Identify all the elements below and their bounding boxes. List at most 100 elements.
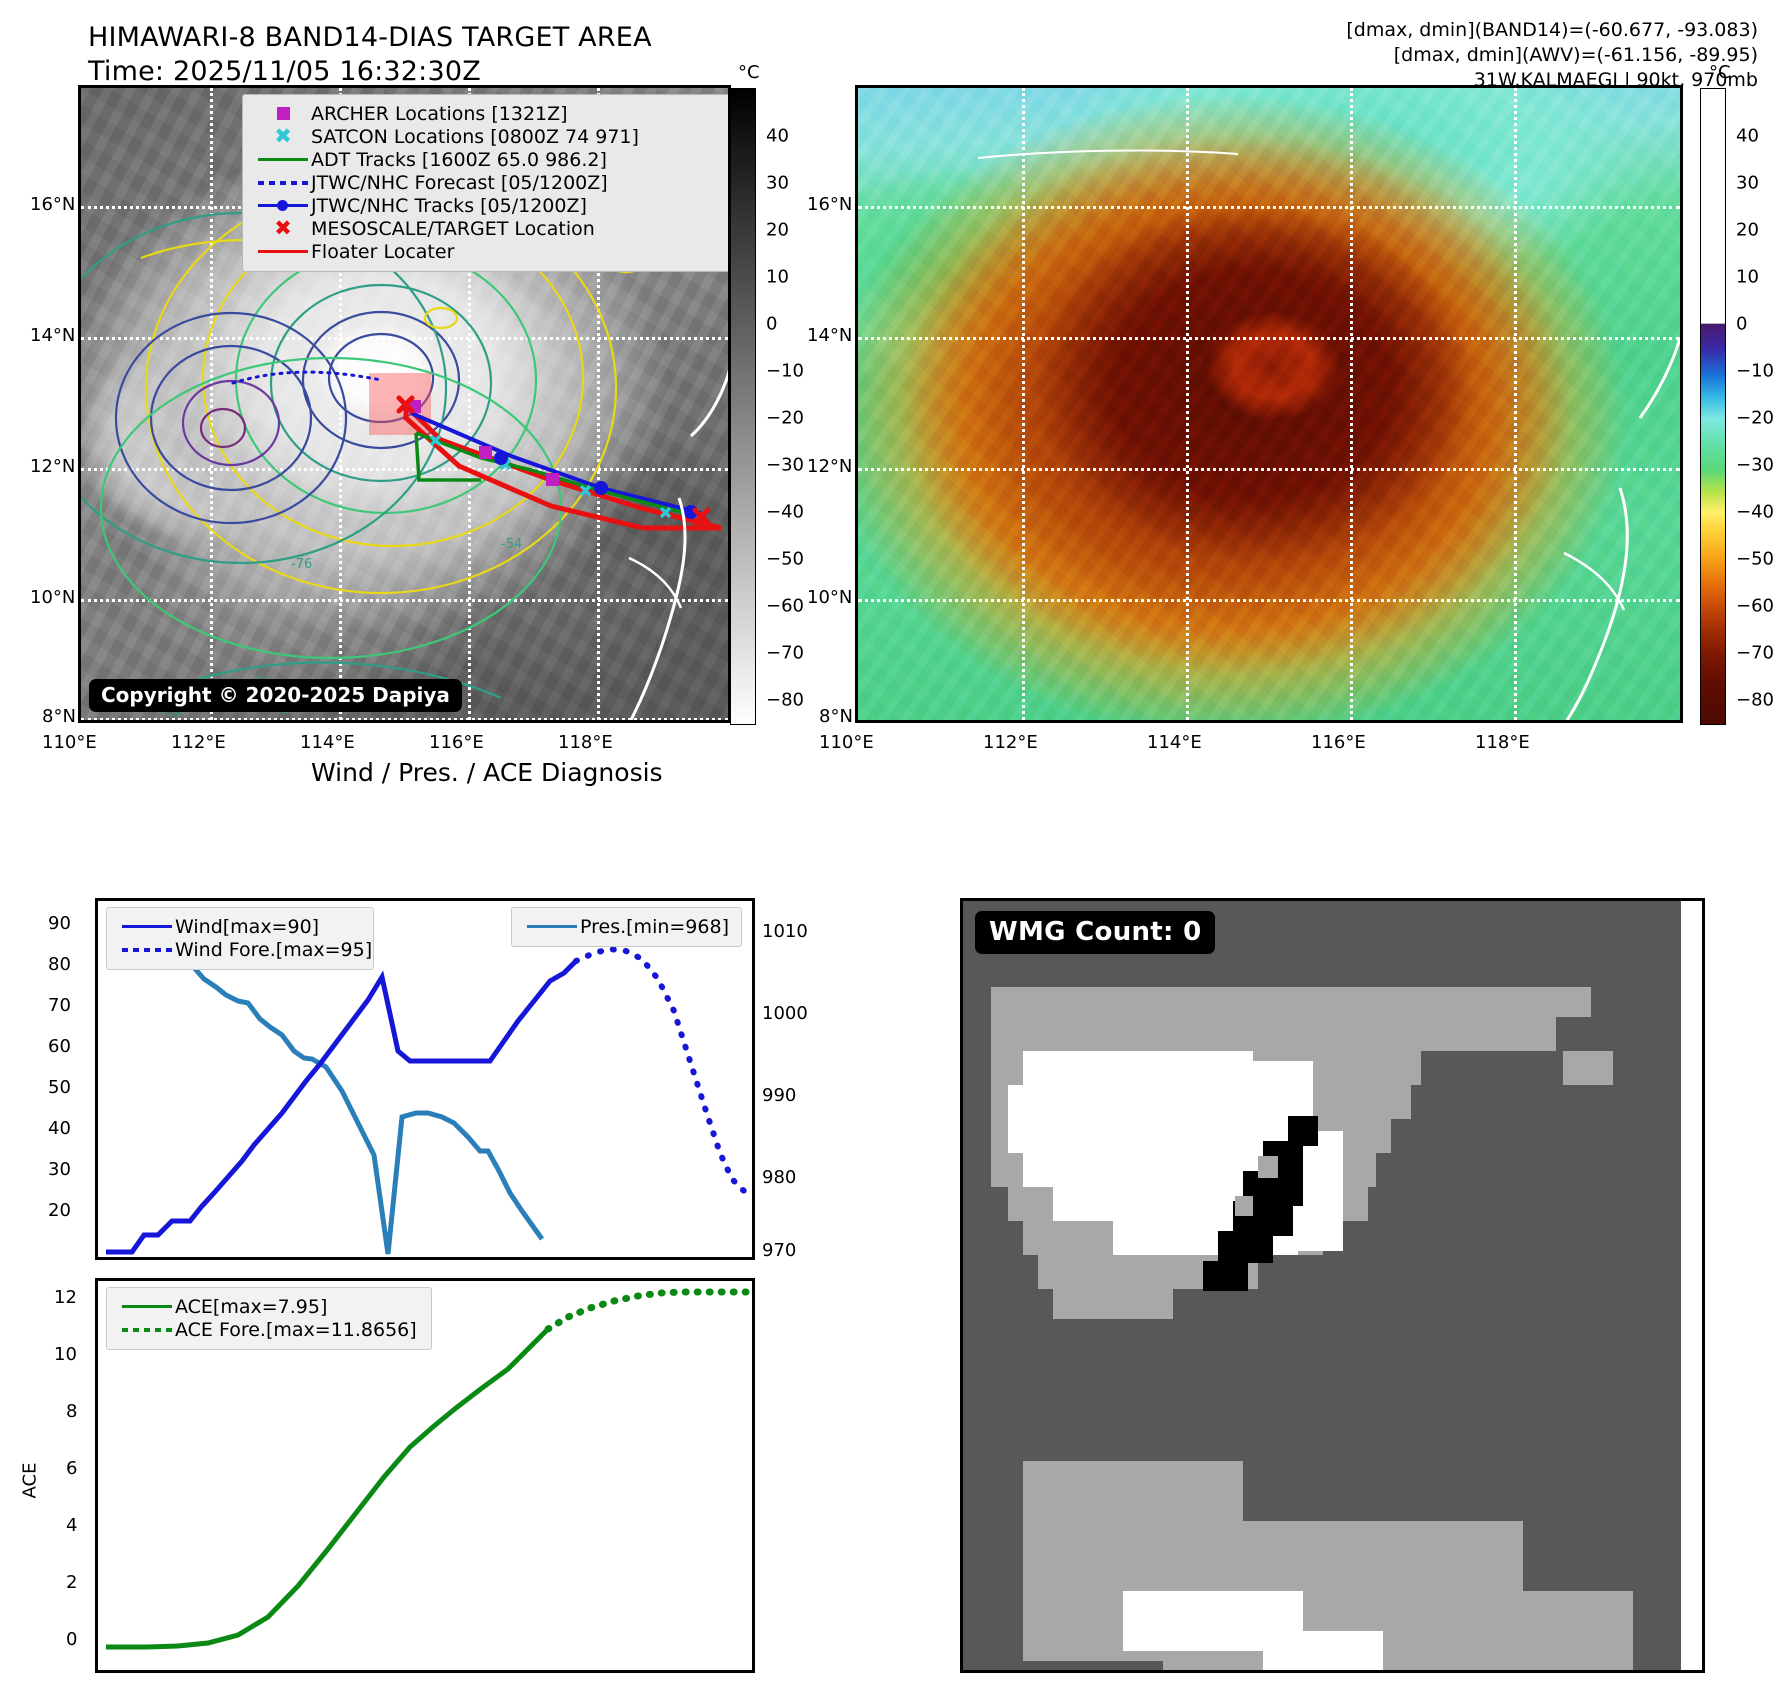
series-ace bbox=[106, 1327, 550, 1650]
gridline-lat-8n bbox=[81, 718, 728, 720]
pressure-line-icon bbox=[524, 925, 580, 928]
right-colorbar-unit: °C bbox=[1709, 62, 1731, 83]
archer-square-icon bbox=[255, 107, 311, 120]
right-satellite-panel[interactable] bbox=[855, 85, 1683, 723]
cb-tick: −10 bbox=[766, 360, 804, 382]
jtwc-forecast-dotted-icon bbox=[255, 180, 311, 185]
ace-forecast-dotted-icon bbox=[119, 1327, 175, 1332]
ace-ytick: 8 bbox=[66, 1401, 78, 1422]
gridline-lon-112e bbox=[1022, 88, 1025, 720]
gridline-lon-118e bbox=[597, 88, 600, 720]
legend-label: JTWC/NHC Tracks [05/1200Z] bbox=[311, 194, 587, 217]
cb-tick: −30 bbox=[766, 454, 804, 476]
wind-ytick: 40 bbox=[48, 1118, 71, 1139]
cb-tick: 30 bbox=[1736, 172, 1759, 194]
wind-pressure-plot bbox=[106, 920, 747, 1255]
gridline-lon-118e bbox=[1514, 88, 1517, 720]
legend-item: ✖ MESOSCALE/TARGET Location bbox=[255, 216, 728, 240]
wind-legend[interactable]: Wind[max=90] Wind Fore.[max=95] bbox=[106, 907, 374, 970]
cb-tick: 40 bbox=[1736, 125, 1759, 147]
left-satellite-panel[interactable]: -76 -76 -64 -54 -54 -56 bbox=[78, 85, 731, 723]
ace-ytick: 4 bbox=[66, 1515, 78, 1536]
gridline-lat-14n bbox=[858, 337, 1680, 340]
left-panel-legend[interactable]: ARCHER Locations [1321Z] ✖ SATCON Locati… bbox=[242, 94, 728, 272]
ace-ytick: 2 bbox=[66, 1572, 78, 1593]
floater-line-icon bbox=[255, 250, 311, 253]
jtwc-track-linedot-icon bbox=[255, 200, 311, 211]
legend-label: Wind Fore.[max=95] bbox=[175, 938, 373, 961]
cb-tick: 0 bbox=[766, 313, 778, 335]
copyright-badge: Copyright © 2020-2025 Dapiya bbox=[89, 679, 462, 712]
pressure-ytick: 980 bbox=[762, 1167, 797, 1188]
legend-item: ARCHER Locations [1321Z] bbox=[255, 102, 728, 125]
legend-label: SATCON Locations [0800Z 74 971] bbox=[311, 125, 639, 148]
legend-item: Floater Locater bbox=[255, 240, 728, 263]
legend-item: JTWC/NHC Tracks [05/1200Z] bbox=[255, 194, 728, 217]
left-xtick: 118°E bbox=[558, 732, 613, 753]
right-xtick: 116°E bbox=[1311, 732, 1366, 753]
cb-tick: 40 bbox=[766, 125, 789, 147]
left-ytick: 14°N bbox=[30, 325, 76, 346]
awv-coastline bbox=[977, 149, 1680, 720]
pressure-legend[interactable]: Pres.[min=968] bbox=[511, 907, 742, 947]
pressure-ytick: 1010 bbox=[762, 921, 808, 942]
ace-ytick: 6 bbox=[66, 1458, 78, 1479]
right-ytick: 8°N bbox=[819, 706, 853, 727]
series-wind bbox=[106, 959, 578, 1255]
wmg-cloud-regions bbox=[991, 901, 1702, 1670]
legend-label: Pres.[min=968] bbox=[580, 915, 729, 938]
cb-tick: −40 bbox=[766, 501, 804, 523]
right-xtick: 114°E bbox=[1147, 732, 1202, 753]
legend-label: JTWC/NHC Forecast [05/1200Z] bbox=[311, 171, 608, 194]
mesoscale-x-icon: ✖ bbox=[274, 216, 292, 240]
copyright-text: Copyright © 2020-2025 Dapiya bbox=[101, 683, 450, 707]
right-xtick: 118°E bbox=[1475, 732, 1530, 753]
wind-pressure-chart[interactable]: Wind[max=90] Wind Fore.[max=95] Pres.[mi… bbox=[95, 898, 755, 1260]
left-ytick: 16°N bbox=[30, 194, 76, 215]
wmg-panel[interactable]: WMG Count: 0 bbox=[960, 898, 1705, 1673]
cb-tick: −20 bbox=[1736, 407, 1774, 429]
ir-contours: -76 -76 -64 -54 -54 -56 bbox=[81, 181, 650, 720]
right-ytick: 14°N bbox=[807, 325, 853, 346]
right-ytick: 10°N bbox=[807, 587, 853, 608]
wind-ytick: 50 bbox=[48, 1077, 71, 1098]
wind-ytick: 20 bbox=[48, 1200, 71, 1221]
ace-ytick: 12 bbox=[54, 1287, 77, 1308]
ace-chart[interactable]: ACE[max=7.95] ACE Fore.[max=11.8656] bbox=[95, 1278, 755, 1673]
wind-ytick: 60 bbox=[48, 1036, 71, 1057]
ace-ytick: 10 bbox=[54, 1344, 77, 1365]
svg-text:-76: -76 bbox=[291, 557, 312, 572]
series-wind-forecast bbox=[573, 945, 747, 1194]
cb-tick: −50 bbox=[1736, 548, 1774, 570]
series-ace-forecast bbox=[544, 1288, 750, 1333]
pressure-ytick: 970 bbox=[762, 1240, 797, 1261]
dmax-band14-text: [dmax, dmin](BAND14)=(-60.677, -93.083) bbox=[1346, 19, 1758, 41]
page-timestamp: Time: 2025/11/05 16:32:30Z bbox=[88, 56, 481, 87]
gridline-lon-116e bbox=[1350, 88, 1353, 720]
ace-legend[interactable]: ACE[max=7.95] ACE Fore.[max=11.8656] bbox=[106, 1287, 432, 1350]
right-colorbar: 40 30 20 10 0 −10 −20 −30 −40 −50 −60 −7… bbox=[1700, 88, 1774, 725]
ace-ytick: 0 bbox=[66, 1629, 78, 1650]
gridline-lat-12n bbox=[81, 468, 728, 471]
pressure-ytick: 990 bbox=[762, 1085, 797, 1106]
ace-axis-label: ACE bbox=[19, 1462, 41, 1499]
cb-tick: −70 bbox=[766, 642, 804, 664]
cb-tick: −50 bbox=[766, 548, 804, 570]
gridline-lat-10n bbox=[81, 599, 728, 602]
right-ytick: 12°N bbox=[807, 456, 853, 477]
left-ytick: 12°N bbox=[30, 456, 76, 477]
left-xtick: 114°E bbox=[300, 732, 355, 753]
left-ytick: 10°N bbox=[30, 587, 76, 608]
left-colorbar: 40 30 20 10 0 −10 −20 −30 −40 −50 −60 −7… bbox=[730, 88, 804, 725]
gridline-lat-16n bbox=[858, 206, 1680, 209]
legend-item: ✖ SATCON Locations [0800Z 74 971] bbox=[255, 125, 728, 148]
gridline-lon-114e bbox=[339, 88, 342, 720]
ace-line-icon bbox=[119, 1305, 175, 1308]
legend-item: ACE Fore.[max=11.8656] bbox=[119, 1318, 419, 1341]
cb-tick: −20 bbox=[766, 407, 804, 429]
enhanced-ir-imagery bbox=[858, 88, 1680, 720]
cb-tick: 20 bbox=[1736, 219, 1759, 241]
wind-line-icon bbox=[119, 925, 175, 928]
left-xtick: 110°E bbox=[42, 732, 97, 753]
cb-tick: 30 bbox=[766, 172, 789, 194]
